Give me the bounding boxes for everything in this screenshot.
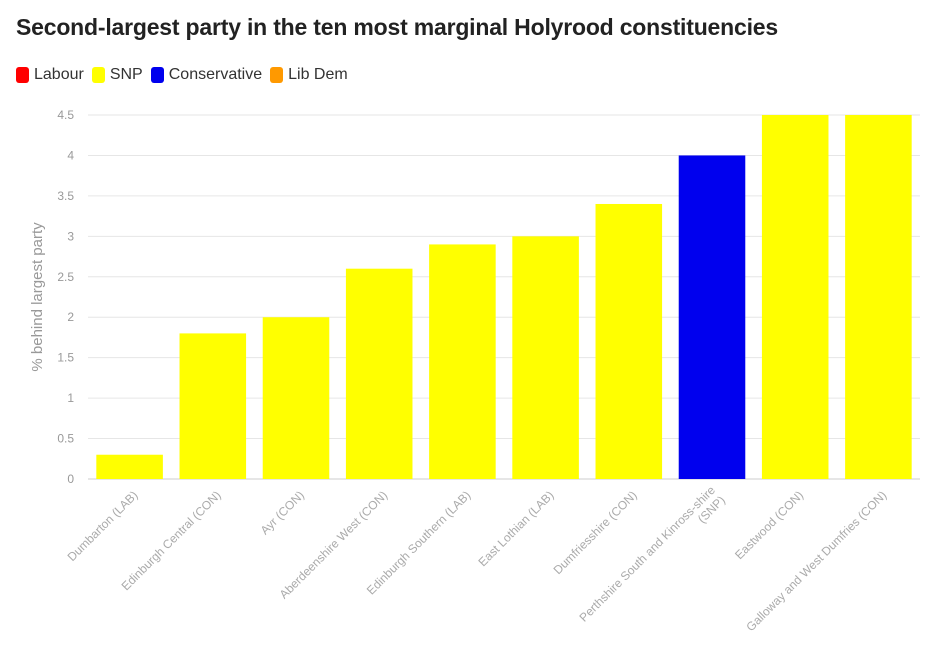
y-tick-label: 0 bbox=[67, 472, 74, 486]
legend-label-snp: SNP bbox=[109, 66, 143, 83]
legend-label-lib-dem: Lib Dem bbox=[288, 66, 348, 83]
x-tick-label: Perthshire South and Kinross-shire(SNP) bbox=[577, 483, 729, 635]
legend-item-lib-dem[interactable]: Lib Dem bbox=[270, 66, 348, 84]
y-tick-label: 4 bbox=[67, 148, 74, 162]
bar[interactable] bbox=[845, 115, 912, 479]
legend-item-conservative[interactable]: Conservative bbox=[150, 66, 263, 84]
bar[interactable] bbox=[96, 454, 163, 479]
chart-legend: Labour SNP Conservative Lib Dem bbox=[16, 66, 356, 84]
legend-label-conservative: Conservative bbox=[168, 66, 263, 83]
x-tick-label: Dumbarton (LAB) bbox=[65, 488, 141, 564]
bar[interactable] bbox=[345, 268, 413, 479]
legend-swatch-lib-dem bbox=[270, 67, 284, 83]
legend-item-snp[interactable]: SNP bbox=[91, 66, 143, 84]
y-axis-label: % behind largest party bbox=[29, 222, 46, 372]
y-tick-label: 4.5 bbox=[57, 108, 74, 122]
y-tick-label: 3 bbox=[67, 229, 74, 243]
x-tick-label: East Lothian (LAB) bbox=[475, 488, 556, 569]
legend-swatch-conservative bbox=[150, 67, 164, 83]
y-tick-label: 0.5 bbox=[57, 432, 74, 446]
legend-swatch-labour bbox=[16, 67, 29, 83]
bar[interactable] bbox=[595, 203, 663, 479]
legend-item-labour[interactable]: Labour bbox=[16, 66, 84, 84]
chart-title: Second-largest party in the ten most mar… bbox=[16, 14, 778, 40]
x-tick-label: Ayr (CON) bbox=[258, 488, 307, 537]
y-tick-label: 2.5 bbox=[57, 270, 74, 284]
bar[interactable] bbox=[761, 115, 829, 479]
y-tick-label: 2 bbox=[67, 310, 74, 324]
x-tick-label: Galloway and West Dumfries (CON) bbox=[743, 488, 889, 634]
y-tick-label: 1.5 bbox=[57, 351, 74, 365]
bar[interactable] bbox=[262, 317, 330, 479]
x-tick-label: Eastwood (CON) bbox=[732, 488, 806, 562]
legend-swatch-snp bbox=[91, 67, 105, 83]
y-tick-label: 3.5 bbox=[57, 189, 74, 203]
bar[interactable] bbox=[179, 333, 247, 479]
bar[interactable] bbox=[678, 155, 746, 479]
bar[interactable] bbox=[512, 236, 579, 479]
y-tick-label: 1 bbox=[67, 391, 74, 405]
bar[interactable] bbox=[429, 244, 496, 479]
legend-label-labour: Labour bbox=[34, 66, 84, 83]
